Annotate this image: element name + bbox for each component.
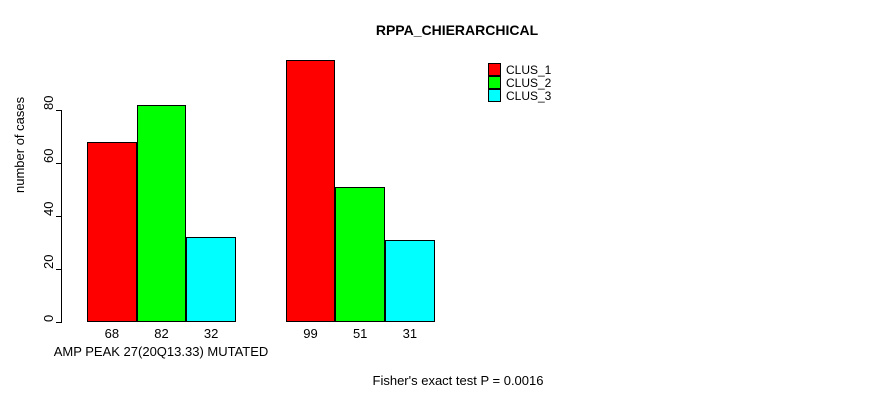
chart-title: RPPA_CHIERARCHICAL [375,22,539,38]
legend-item-clus_1: CLUS_1 [488,62,552,77]
bar-value-label: 32 [203,326,219,341]
y-tick [56,216,62,217]
legend-label: CLUS_3 [506,88,552,103]
y-tick [56,269,62,270]
legend-swatch-clus_2 [488,76,501,89]
bar-clus_1-group2 [285,59,336,322]
bar-value-label: 31 [402,326,418,341]
bar-clus_3-group1 [186,237,236,322]
fisher-test-annotation: Fisher's exact test P = 0.0016 [372,373,544,388]
bar-value-label: 99 [303,326,318,341]
y-tick [56,163,62,164]
bar-clus_1-group1 [87,141,137,322]
x-axis-label: AMP PEAK 27(20Q13.33) MUTATED [53,344,269,359]
legend-swatch-clus_1 [488,63,501,76]
bar-clus_2-group2 [335,186,385,322]
legend: CLUS_1 CLUS_2 CLUS_3 [488,62,552,103]
legend-item-clus_2: CLUS_2 [488,75,552,90]
bar-clus_2-group1 [136,104,187,322]
bar-value-label: 68 [104,326,120,341]
legend-label: CLUS_2 [506,75,552,90]
bar-value-label: 82 [154,326,169,341]
legend-label: CLUS_1 [506,62,552,77]
y-tick [56,322,62,323]
y-tick [56,110,62,111]
legend-item-clus_3: CLUS_3 [488,88,552,103]
legend-swatch-clus_3 [488,89,501,102]
bar-clus_3-group2 [385,239,435,322]
bar-value-label: 51 [352,326,368,341]
